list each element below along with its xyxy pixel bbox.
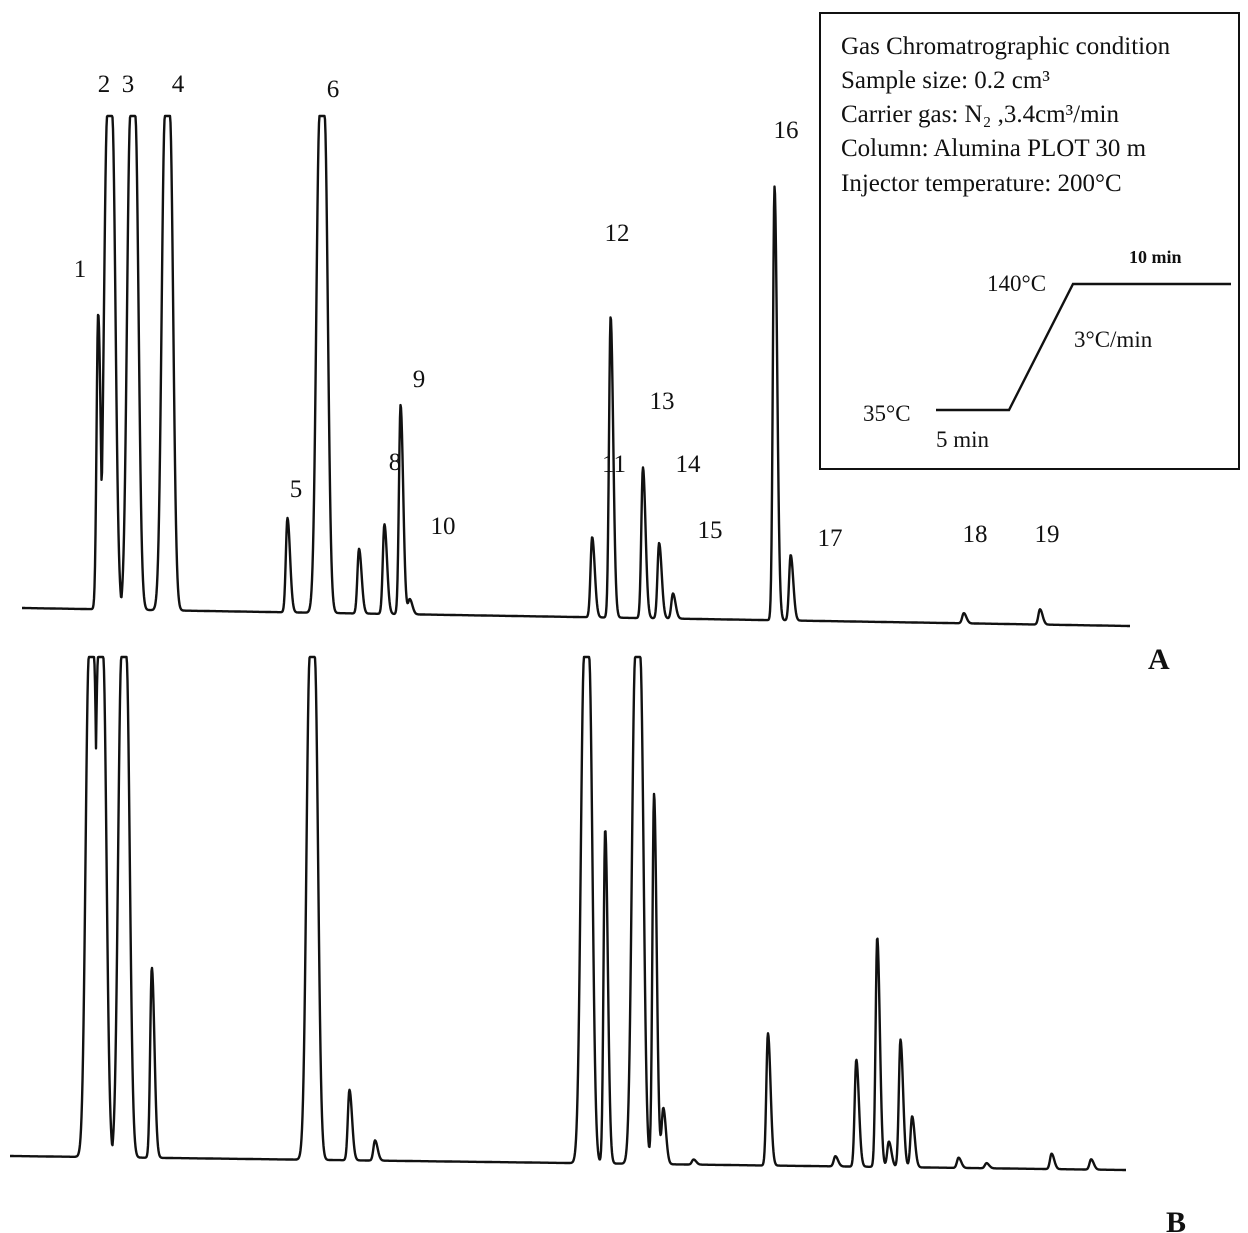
peak-label-19: 19 (1035, 521, 1060, 548)
final-hold-label: 10 min (1129, 247, 1182, 267)
peak-label-6: 6 (327, 76, 340, 103)
peak-label-17: 17 (818, 525, 843, 552)
initial-hold-label: 5 min (936, 427, 990, 452)
ramp-rate-label: 3°C/min (1074, 327, 1153, 352)
peak-label-12: 12 (605, 220, 630, 247)
peak-label-18: 18 (963, 521, 988, 548)
peak-label-16: 16 (774, 117, 799, 144)
sample-size-text: Sample size: 0.2 cm³ (841, 67, 1050, 94)
panel-label-b: B (1166, 1206, 1186, 1233)
peak-label-1: 1 (74, 256, 87, 283)
temperature-program-line (936, 282, 1231, 412)
temperature-program-graph (936, 282, 1231, 412)
peak-label-13: 13 (650, 388, 675, 415)
carrier-gas-text: Carrier gas: N₂ ,3.4cm³/min (841, 101, 1119, 128)
peak-label-8: 8 (389, 449, 402, 476)
peak-label-9: 9 (413, 366, 426, 393)
condition-title: Gas Chromatrographic condition (841, 33, 1171, 60)
initial-temp-label: 35°C (863, 401, 911, 426)
peak-label-5: 5 (290, 476, 303, 503)
peak-label-15: 15 (698, 517, 723, 544)
column-text: Column: Alumina PLOT 30 m (841, 135, 1147, 162)
chromatogram-panel-b: B (9, 655, 1186, 1233)
final-temp-label: 140°C (987, 271, 1047, 296)
peak-label-14: 14 (676, 451, 702, 478)
peak-label-4: 4 (172, 71, 185, 98)
gc-condition-box: Gas Chromatrographic condition Sample si… (819, 12, 1240, 470)
trace-line-b (9, 655, 1127, 1172)
injector-temp-text: Injector temperature: 200°C (841, 170, 1122, 197)
peak-label-11: 11 (602, 451, 626, 478)
panel-label-a: A (1148, 643, 1170, 676)
trace-line-a (21, 114, 1131, 628)
peak-label-10: 10 (431, 513, 456, 540)
peak-label-2: 2 (98, 71, 111, 98)
peak-label-3: 3 (122, 71, 135, 98)
